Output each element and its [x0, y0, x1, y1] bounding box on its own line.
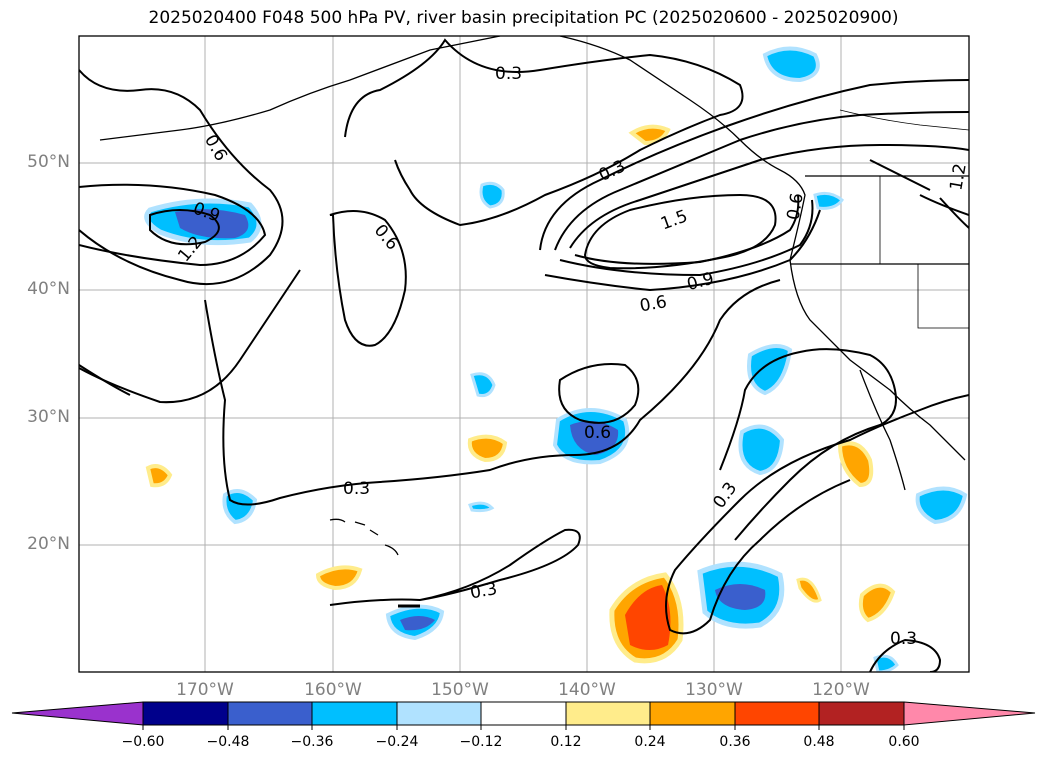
lat-label: 20°N [27, 534, 70, 554]
precip-patches [144, 46, 968, 672]
precip-patch-blue [468, 501, 495, 513]
colorbar-tick-label: −0.36 [290, 734, 334, 750]
contour-label: 0.3 [469, 579, 499, 603]
contour-label: 0.6 [783, 191, 807, 221]
precip-patch-darkblue [715, 584, 766, 610]
precip-patch-darkblue [570, 421, 619, 455]
colorbar-segment [818, 701, 905, 726]
colorbar-extend-min [11, 701, 144, 726]
precip-patch-yellow [796, 577, 822, 603]
precip-patch-yellow [628, 124, 671, 146]
lon-label: 120°W [812, 680, 870, 700]
lon-label: 150°W [431, 680, 489, 700]
contour-label: 1.2 [946, 162, 970, 192]
lat-label: 40°N [27, 279, 70, 299]
contour-label: 0.3 [495, 64, 522, 84]
contour-label: 1.5 [658, 206, 690, 234]
colorbar-segment [227, 701, 313, 726]
colorbar-tick-label: −0.12 [459, 734, 503, 750]
colorbar-tick-label: 0.36 [719, 734, 751, 750]
precip-patch-blue [915, 486, 968, 525]
pv-contours [79, 38, 969, 672]
colorbar-segment [734, 701, 820, 726]
precip-patch-blue [738, 424, 785, 476]
precip-patch-red [625, 585, 671, 650]
colorbar-segment [142, 701, 229, 726]
contour-label: 0.3 [596, 156, 629, 186]
colorbar-segment [565, 701, 651, 726]
colorbar-tick-label: −0.24 [375, 734, 419, 750]
precip-patch-blue [747, 344, 793, 396]
lon-label: 140°W [558, 680, 616, 700]
colorbar-tick-label: −0.48 [206, 734, 250, 750]
colorbar-segment [396, 701, 482, 726]
precip-patch-blue [479, 181, 505, 209]
colorbar-segment [649, 701, 736, 726]
precip-patch-darkblue [400, 616, 435, 631]
coastlines [99, 36, 969, 608]
lon-label: 170°W [176, 680, 234, 700]
contour-label: 0.3 [890, 629, 917, 649]
precip-patch-blue [222, 489, 258, 525]
map-title: 2025020400 F048 500 hPa PV, river basin … [148, 8, 899, 28]
precip-patch-orange [858, 583, 896, 623]
colorbar-tick-label: 0.48 [803, 734, 835, 750]
contour-labels: 0.3 0.6 0.9 1.2 0.3 0.6 0.9 1.5 1.2 0.6 … [174, 64, 970, 649]
map-frame [78, 35, 970, 673]
precip-patch-blue [762, 46, 820, 83]
colorbar-segment [480, 701, 567, 726]
colorbar-tick-label: 0.60 [888, 734, 920, 750]
contour-label: 0.9 [685, 269, 716, 295]
colorbar [11, 701, 1036, 730]
lat-label: 50°N [27, 152, 70, 172]
lon-label: 160°W [304, 680, 362, 700]
contour-label: 0.6 [584, 423, 611, 443]
contour-label: 0.3 [343, 479, 370, 499]
colorbar-segment [311, 701, 398, 726]
precip-patch-orange [315, 565, 363, 591]
colorbar-tick-label: 0.24 [634, 734, 666, 750]
precip-patch-orange [837, 441, 874, 488]
colorbar-ticks [142, 725, 905, 730]
precip-patch-blue [470, 372, 496, 397]
precip-patch-orange [467, 434, 508, 463]
lon-label: 130°W [685, 680, 743, 700]
precip-patch-darkblue [175, 209, 249, 239]
lat-label: 30°N [27, 407, 70, 427]
contour-label: 0.6 [370, 221, 403, 255]
colorbar-tick-label: 0.12 [550, 734, 582, 750]
colorbar-extend-max [903, 701, 1036, 726]
colorbar-tick-label: −0.60 [121, 734, 165, 750]
precip-patch-orange [145, 464, 173, 488]
gridlines [79, 36, 969, 672]
precip-patch-blue [813, 191, 845, 210]
contour-label: 0.6 [638, 292, 668, 316]
